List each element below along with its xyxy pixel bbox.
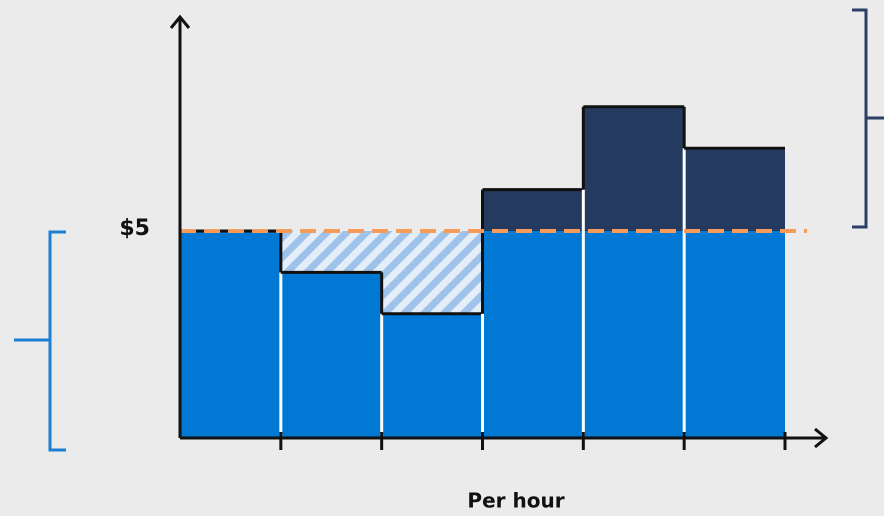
covered-part <box>381 313 483 438</box>
overage-part <box>583 106 685 231</box>
covered-part <box>583 231 685 438</box>
covered-part <box>280 272 382 438</box>
unused-commitment <box>381 231 483 314</box>
y-axis-arrow <box>169 14 191 29</box>
overage-part <box>684 148 785 231</box>
covered-part <box>180 231 281 438</box>
covered-part <box>482 231 584 438</box>
covered-part <box>684 231 785 438</box>
y-tick-label: $5 <box>119 216 150 241</box>
right-bracket <box>852 8 884 229</box>
unused-commitment <box>280 231 382 273</box>
x-axis-label: Per hour <box>467 489 564 513</box>
overage-part <box>482 189 584 231</box>
x-axis-arrow <box>814 427 829 449</box>
left-bracket <box>14 230 66 452</box>
bars <box>180 105 785 438</box>
